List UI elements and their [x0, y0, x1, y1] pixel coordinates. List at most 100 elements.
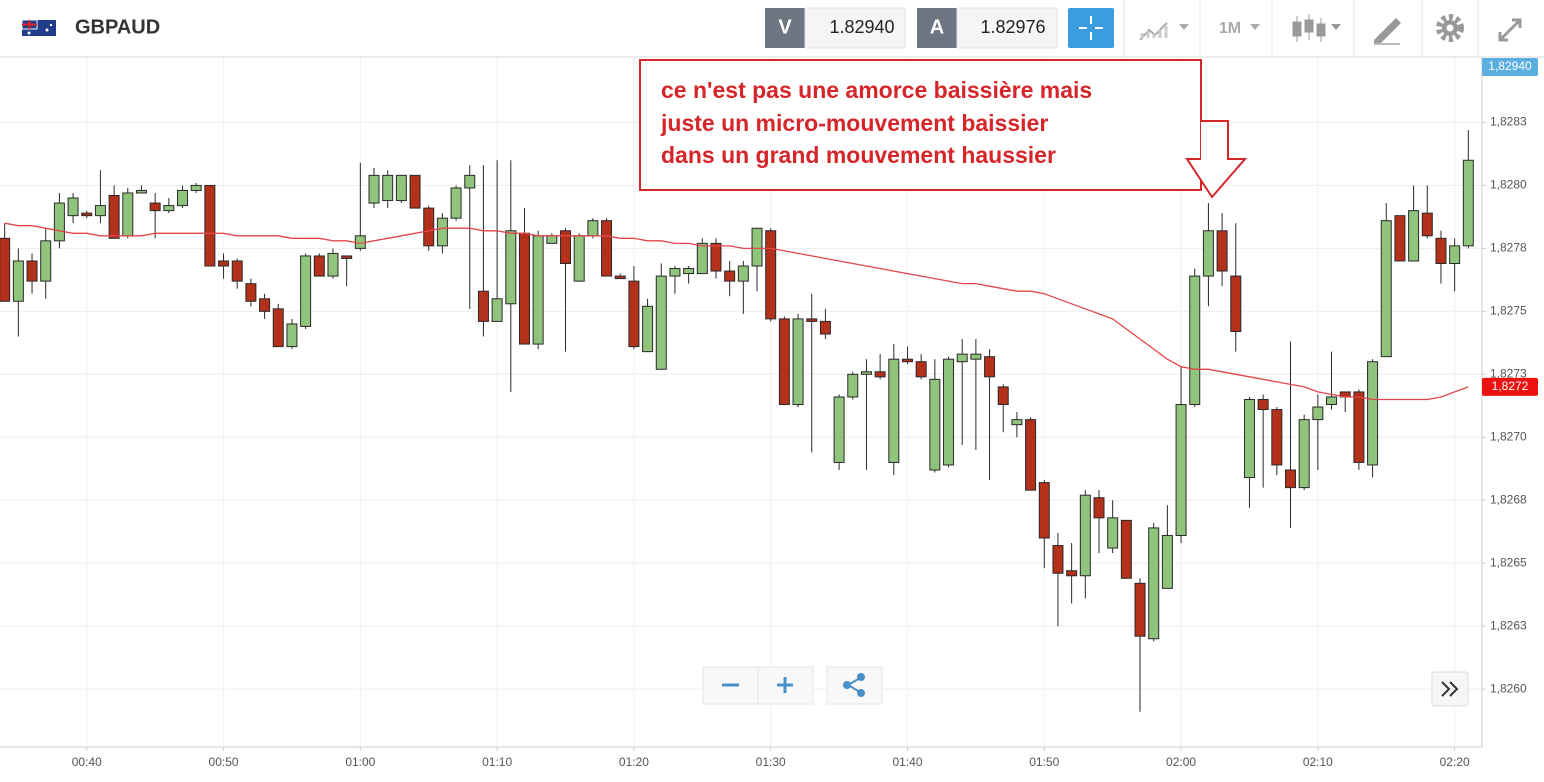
ask-box[interactable]: [956, 7, 1058, 49]
y-tick-label: 1,8265: [1490, 555, 1527, 569]
candle-body: [1462, 159, 1474, 247]
candle-body: [1093, 497, 1105, 519]
plot-area: [0, 130, 1474, 712]
candle-body: [1079, 494, 1091, 577]
candle-body: [1435, 237, 1447, 264]
candle-body: [696, 242, 708, 275]
candle-body: [655, 275, 667, 370]
candle-body: [560, 230, 572, 264]
x-tick-label: 01:40: [892, 755, 922, 769]
candle-body: [40, 240, 52, 282]
x-tick-label: 00:40: [72, 755, 102, 769]
candle-body: [518, 232, 530, 345]
candle-body: [1394, 215, 1406, 262]
candle-body: [1011, 419, 1023, 426]
candle-body: [751, 227, 763, 267]
candle-body: [1298, 419, 1310, 489]
price-tag: [1482, 58, 1538, 76]
toolbar-separators: [1123, 0, 1479, 57]
candle-body: [874, 371, 886, 378]
candle-body: [970, 353, 982, 360]
annotation-box: [639, 59, 1202, 191]
candle-body: [669, 268, 681, 277]
candle-body: [737, 265, 749, 282]
candle-body: [956, 353, 968, 363]
candle-body: [149, 202, 161, 212]
candle-body: [765, 230, 777, 320]
candle-body: [943, 358, 955, 466]
bid-box[interactable]: [804, 7, 906, 49]
scroll-end-button[interactable]: [1431, 671, 1469, 707]
candle-body: [368, 174, 380, 204]
candle-body: [245, 283, 257, 302]
share-button[interactable]: [826, 666, 883, 705]
candle-body: [1107, 517, 1119, 549]
zoom-out-button[interactable]: [702, 666, 759, 705]
candle-body: [1257, 398, 1269, 411]
candle-style-button[interactable]: [1292, 14, 1341, 42]
x-tick-label: 00:50: [209, 755, 239, 769]
bid-label-box[interactable]: [765, 8, 805, 48]
drawing-button[interactable]: [1374, 18, 1401, 45]
candle-body: [1134, 582, 1146, 637]
candle-body: [901, 358, 913, 363]
candle-body: [272, 308, 284, 348]
settings-button[interactable]: [1436, 14, 1464, 42]
chart-type-button[interactable]: [1139, 22, 1189, 41]
crosshair-button[interactable]: [1068, 8, 1114, 48]
price-tag-label: 1,8272: [1492, 379, 1529, 393]
candle-body: [1380, 220, 1392, 358]
timeframe-label: 1M: [1219, 20, 1241, 37]
y-tick-label: 1,8268: [1490, 492, 1527, 506]
candle-body: [532, 235, 544, 345]
y-tick-label: 1,8278: [1490, 241, 1527, 255]
candle-body: [450, 187, 462, 219]
candle-body: [464, 174, 476, 189]
price-tag-label: 1,82940: [1488, 59, 1532, 73]
candle-body: [300, 255, 312, 327]
candle-body: [231, 260, 243, 282]
candle-body: [1353, 391, 1365, 463]
candle-body: [546, 235, 558, 244]
flag-icon: [21, 19, 56, 36]
candle-body: [1052, 545, 1064, 574]
candle-body: [792, 318, 804, 406]
candle-body: [1175, 404, 1187, 536]
y-tick-label: 1,8273: [1490, 366, 1527, 380]
candle-body: [26, 260, 38, 282]
candle-body: [135, 189, 147, 194]
candle-body: [710, 242, 722, 272]
zoom-in-button[interactable]: [757, 666, 814, 705]
candle-body: [313, 255, 325, 277]
ask-label-box[interactable]: [917, 8, 957, 48]
candle-body: [382, 174, 394, 202]
candle-body: [477, 290, 489, 322]
fullscreen-button[interactable]: [1498, 18, 1522, 42]
candle-body: [860, 371, 872, 375]
candle-body: [683, 268, 695, 275]
bid-price: 1.82940: [829, 17, 894, 37]
candle-body: [327, 252, 339, 277]
y-tick-label: 1,8275: [1490, 304, 1527, 318]
candle-body: [1066, 570, 1078, 577]
candle-body: [423, 207, 435, 247]
candle-body: [1408, 210, 1420, 262]
y-tick-label: 1,8260: [1490, 681, 1527, 695]
candle-body: [259, 298, 271, 312]
timeframe-button[interactable]: 1M: [1219, 20, 1260, 37]
candle-body: [724, 270, 736, 282]
candle-body: [491, 298, 503, 322]
candle-body: [1161, 534, 1173, 589]
annotation-line: juste un micro-mouvement baissier: [660, 110, 1048, 136]
candle-body: [0, 237, 11, 302]
candle-body: [81, 212, 93, 217]
candle-body: [642, 305, 654, 353]
candle-body: [1271, 409, 1283, 466]
candle-body: [53, 202, 65, 242]
candle-body: [833, 396, 845, 463]
y-tick-label: 1,8263: [1490, 618, 1527, 632]
annotation-line: ce n'est pas une amorce baissière mais: [661, 77, 1092, 103]
candle-body: [587, 220, 599, 237]
candle-body: [190, 184, 202, 191]
